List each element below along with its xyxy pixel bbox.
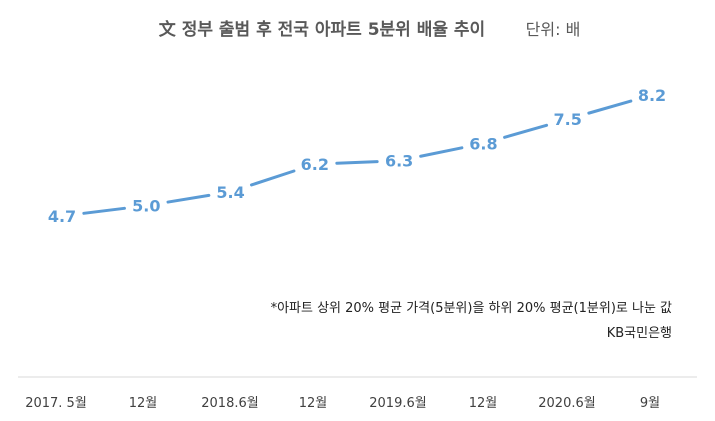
series-group [82, 99, 633, 215]
line-segment [587, 99, 633, 115]
source-label: KB국민은행 [607, 325, 672, 341]
line-segment [335, 160, 379, 165]
x-axis-tick-labels: 2017. 5월 12월 2018.6월 12월 2019.6월 12월 2020.6월 9월 [25, 396, 660, 411]
line-segment [419, 146, 464, 158]
x-tick-label: 12월 [469, 396, 498, 411]
line-segment [249, 169, 296, 187]
x-tick-label: 2019.6월 [369, 396, 426, 411]
x-tick-label: 2018.6월 [201, 396, 258, 411]
line-segment [166, 193, 211, 204]
line-segment [82, 206, 126, 215]
x-tick-label: 12월 [299, 396, 328, 411]
data-label: 7.5 [554, 110, 582, 129]
unit-label: 단위: 배 [526, 20, 581, 39]
chart-note: *아파트 상위 20% 평균 가격(5분위)을 하위 20% 평균(1분위)로 … [271, 301, 672, 316]
line-segment [503, 123, 549, 139]
x-tick-label: 2017. 5월 [25, 396, 87, 411]
chart-title: 文 정부 출범 후 전국 아파트 5분위 배율 추이 [159, 19, 485, 40]
data-labels: 4.7 5.0 5.4 6.2 6.3 6.8 7.5 8.2 [48, 86, 666, 226]
data-label: 4.7 [48, 207, 76, 226]
x-tick-label: 2020.6월 [538, 396, 595, 411]
data-label: 5.0 [132, 197, 160, 216]
data-label: 6.2 [301, 155, 329, 174]
x-tick-label: 12월 [129, 396, 158, 411]
data-label: 5.4 [216, 183, 244, 202]
data-label: 6.8 [469, 134, 497, 153]
data-label: 8.2 [638, 86, 666, 105]
data-label: 6.3 [385, 152, 413, 171]
x-tick-label: 9월 [640, 396, 660, 411]
